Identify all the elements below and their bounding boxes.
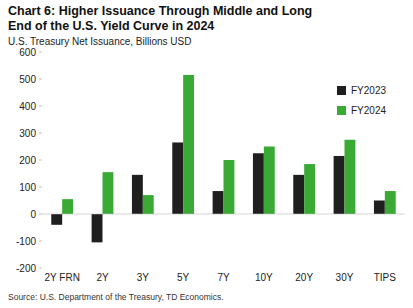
legend-swatch: [337, 106, 346, 115]
y-tick-label: -100: [16, 236, 36, 247]
bar: [334, 156, 345, 214]
x-tick-label: 10Y: [255, 272, 273, 283]
y-tick-label: 600: [19, 47, 36, 58]
source: Source: U.S. Department of the Treasury,…: [8, 292, 224, 302]
bar: [374, 201, 385, 215]
y-tick: [39, 187, 42, 188]
bar: [304, 164, 315, 214]
bar: [51, 214, 62, 225]
bar: [345, 140, 356, 214]
bar: [293, 175, 304, 214]
bar: [224, 160, 235, 214]
bar: [132, 175, 143, 214]
y-tick-label: -200: [16, 263, 36, 274]
y-tick: [39, 52, 42, 53]
y-tick: [39, 268, 42, 269]
subtitle: U.S. Treasury Net Issuance, Billions USD: [8, 36, 191, 47]
x-tick-label: 5Y: [177, 272, 190, 283]
bar: [213, 191, 224, 214]
y-tick-label: 500: [19, 74, 36, 85]
x-tick-label: 20Y: [295, 272, 313, 283]
y-tick: [39, 133, 42, 134]
legend-label: FY2023: [351, 85, 386, 96]
chart: -200 -100 0 100 200 300 400 500 600 2Y FRN 2Y 3Y 5Y 7…: [0, 0, 413, 308]
bar: [385, 191, 396, 214]
y-tick-label: 0: [30, 209, 36, 220]
x-tick-label: 3Y: [137, 272, 150, 283]
bar: [143, 195, 154, 214]
y-tick: [39, 214, 42, 215]
bar: [103, 172, 114, 214]
bar: [183, 75, 194, 214]
y-tick-label: 400: [19, 101, 36, 112]
legend-swatch: [337, 86, 346, 95]
legend-label: FY2024: [351, 105, 386, 116]
x-tick-label: 7Y: [217, 272, 230, 283]
bar: [253, 153, 264, 214]
x-tick-label: TIPS: [374, 272, 397, 283]
y-tick-label: 100: [19, 182, 36, 193]
bars: [51, 75, 395, 242]
bar: [264, 147, 275, 215]
y-tick: [39, 241, 42, 242]
y-tick: [39, 79, 42, 80]
title: Chart 6: Higher Issuance Through Middle …: [8, 4, 338, 34]
y-tick-label: 200: [19, 155, 36, 166]
bar: [92, 214, 103, 242]
y-tick: [39, 160, 42, 161]
bar: [172, 142, 183, 214]
x-tick-label: 30Y: [336, 272, 354, 283]
zero-line: [42, 214, 405, 215]
x-tick-label: 2Y FRN: [44, 272, 79, 283]
y-tick-label: 300: [19, 128, 36, 139]
x-tick-label: 2Y: [96, 272, 109, 283]
bar: [62, 199, 73, 214]
y-tick: [39, 106, 42, 107]
